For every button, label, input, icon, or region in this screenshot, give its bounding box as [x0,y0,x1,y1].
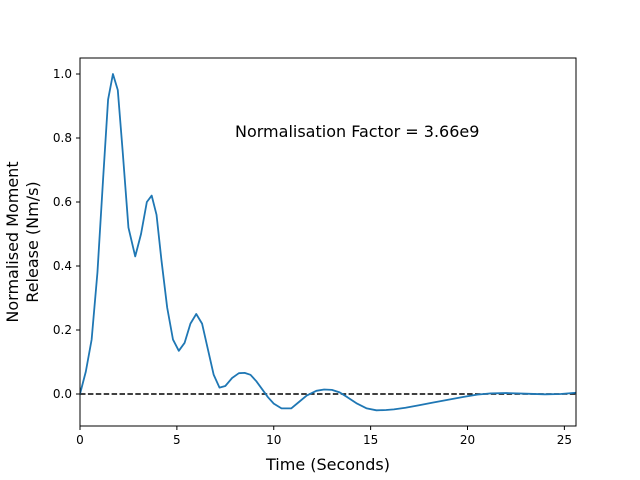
y-tick-label: 0.2 [53,323,72,337]
y-tick-label: 0.0 [53,387,72,401]
series-line-0 [80,73,576,412]
x-tick-label: 25 [557,433,572,447]
axes-frame [79,57,577,427]
y-tick-label: 0.4 [53,259,72,273]
x-axis-label: Time (Seconds) [265,455,390,474]
x-tick-label: 20 [460,433,475,447]
x-tick-label: 10 [266,433,281,447]
x-tick-label: 15 [363,433,378,447]
y-tick-label: 0.8 [53,131,72,145]
normalisation-annotation: Normalisation Factor = 3.66e9 [235,122,479,141]
y-axis-label-line-2: Release (Nm/s) [23,181,42,302]
y-tick-label: 0.6 [53,195,72,209]
y-tick-label: 1.0 [53,67,72,81]
plot-area [79,57,577,427]
x-tick-label: 0 [76,433,84,447]
x-tick-label: 5 [173,433,181,447]
y-axis-label-line-1: Normalised Moment [3,161,22,322]
axis-ticks: 0 5 10 15 20 25 0.0 0.2 0.4 0.6 0.8 1.0 [53,67,572,447]
